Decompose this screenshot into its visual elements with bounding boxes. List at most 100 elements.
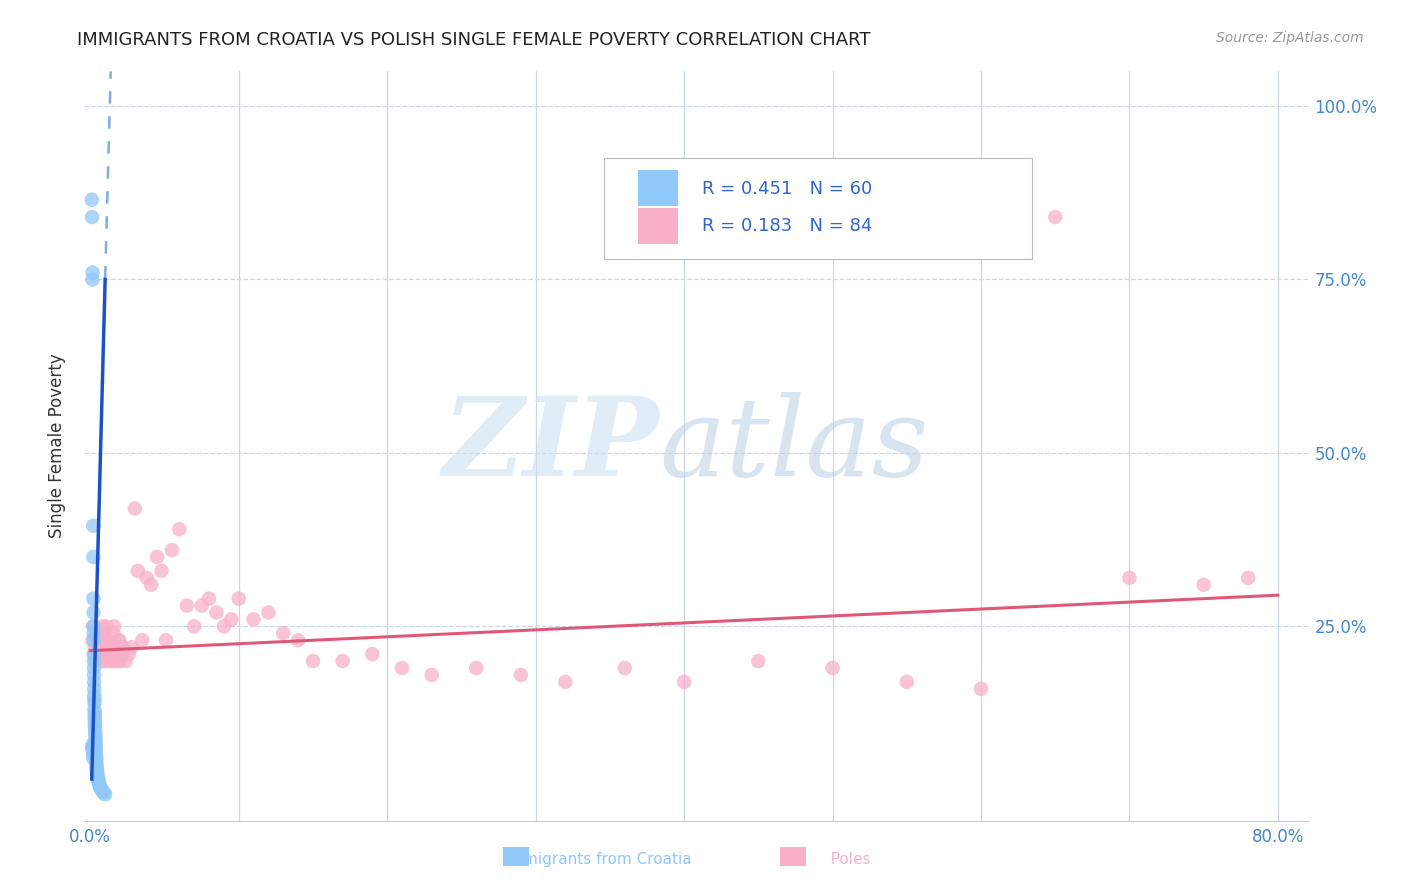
Point xyxy=(80,210,103,224)
Text: Source: ZipAtlas.com: Source: ZipAtlas.com xyxy=(1216,31,1364,45)
Point xyxy=(970,681,993,696)
Point xyxy=(84,734,107,748)
Point xyxy=(83,692,105,706)
Point xyxy=(83,654,105,668)
Point xyxy=(100,640,122,655)
Point xyxy=(82,518,104,533)
Point xyxy=(87,772,110,786)
Point xyxy=(82,744,104,758)
Point xyxy=(131,633,153,648)
Point xyxy=(86,762,108,776)
Point xyxy=(82,633,104,648)
FancyBboxPatch shape xyxy=(605,158,1032,259)
Point xyxy=(83,606,105,620)
Point xyxy=(84,747,107,762)
Point xyxy=(83,661,105,675)
Point xyxy=(96,654,118,668)
Point xyxy=(155,633,177,648)
Text: ZIP: ZIP xyxy=(443,392,659,500)
Text: Poles: Poles xyxy=(817,852,870,867)
Point xyxy=(84,737,107,751)
Y-axis label: Single Female Poverty: Single Female Poverty xyxy=(48,354,66,538)
Point xyxy=(242,612,264,626)
Point xyxy=(84,751,107,765)
Point xyxy=(82,737,104,751)
Point xyxy=(554,674,576,689)
Point xyxy=(103,619,125,633)
Point xyxy=(1118,571,1140,585)
Point xyxy=(87,775,110,789)
Point xyxy=(110,647,132,661)
Point xyxy=(84,720,107,734)
Point xyxy=(673,674,696,689)
Point xyxy=(1192,578,1215,592)
Point xyxy=(83,703,105,717)
Point xyxy=(83,640,105,655)
Point xyxy=(141,578,163,592)
Point xyxy=(83,681,105,696)
Point xyxy=(391,661,413,675)
Point xyxy=(98,640,121,655)
Point xyxy=(104,640,127,655)
Point xyxy=(104,640,127,655)
Point xyxy=(287,633,309,648)
Point xyxy=(420,668,443,682)
Point xyxy=(361,647,384,661)
Point xyxy=(127,564,149,578)
Point xyxy=(150,564,173,578)
Point xyxy=(87,773,110,788)
Point xyxy=(82,619,104,633)
Point xyxy=(257,606,280,620)
Point xyxy=(332,654,354,668)
Point xyxy=(747,654,769,668)
Point xyxy=(105,647,128,661)
Point xyxy=(1237,571,1260,585)
Point xyxy=(82,591,104,606)
Point xyxy=(91,784,114,798)
Point xyxy=(271,626,294,640)
Point xyxy=(84,727,107,741)
Bar xyxy=(503,847,529,866)
Point xyxy=(83,647,105,661)
Point xyxy=(86,758,108,772)
Point xyxy=(198,591,221,606)
Point xyxy=(115,654,138,668)
Point xyxy=(90,780,112,795)
Point xyxy=(107,654,129,668)
Point xyxy=(82,747,104,762)
Point xyxy=(87,771,110,785)
Bar xyxy=(780,847,806,866)
Point xyxy=(821,661,844,675)
Point xyxy=(93,786,115,800)
Point xyxy=(118,647,141,661)
Text: IMMIGRANTS FROM CROATIA VS POLISH SINGLE FEMALE POVERTY CORRELATION CHART: IMMIGRANTS FROM CROATIA VS POLISH SINGLE… xyxy=(77,31,870,49)
Point xyxy=(108,654,131,668)
Bar xyxy=(638,170,678,206)
Bar xyxy=(638,208,678,244)
Point xyxy=(91,619,114,633)
Point xyxy=(90,640,112,655)
Point xyxy=(86,766,108,780)
Point xyxy=(83,696,105,710)
Point xyxy=(205,606,228,620)
Point xyxy=(84,744,107,758)
Point xyxy=(105,647,128,661)
Point xyxy=(84,654,107,668)
Point xyxy=(83,674,105,689)
Point xyxy=(96,633,118,648)
Point xyxy=(1045,210,1067,224)
Point xyxy=(94,640,117,655)
Point xyxy=(160,543,183,558)
Point xyxy=(89,640,111,655)
Point xyxy=(183,619,205,633)
Point xyxy=(97,633,120,648)
Point xyxy=(124,501,146,516)
Point xyxy=(91,784,114,798)
Point xyxy=(190,599,212,613)
Point xyxy=(135,571,157,585)
Point xyxy=(94,787,117,801)
Point xyxy=(84,731,107,745)
Point xyxy=(212,619,235,633)
Point xyxy=(90,647,112,661)
Point xyxy=(98,647,121,661)
